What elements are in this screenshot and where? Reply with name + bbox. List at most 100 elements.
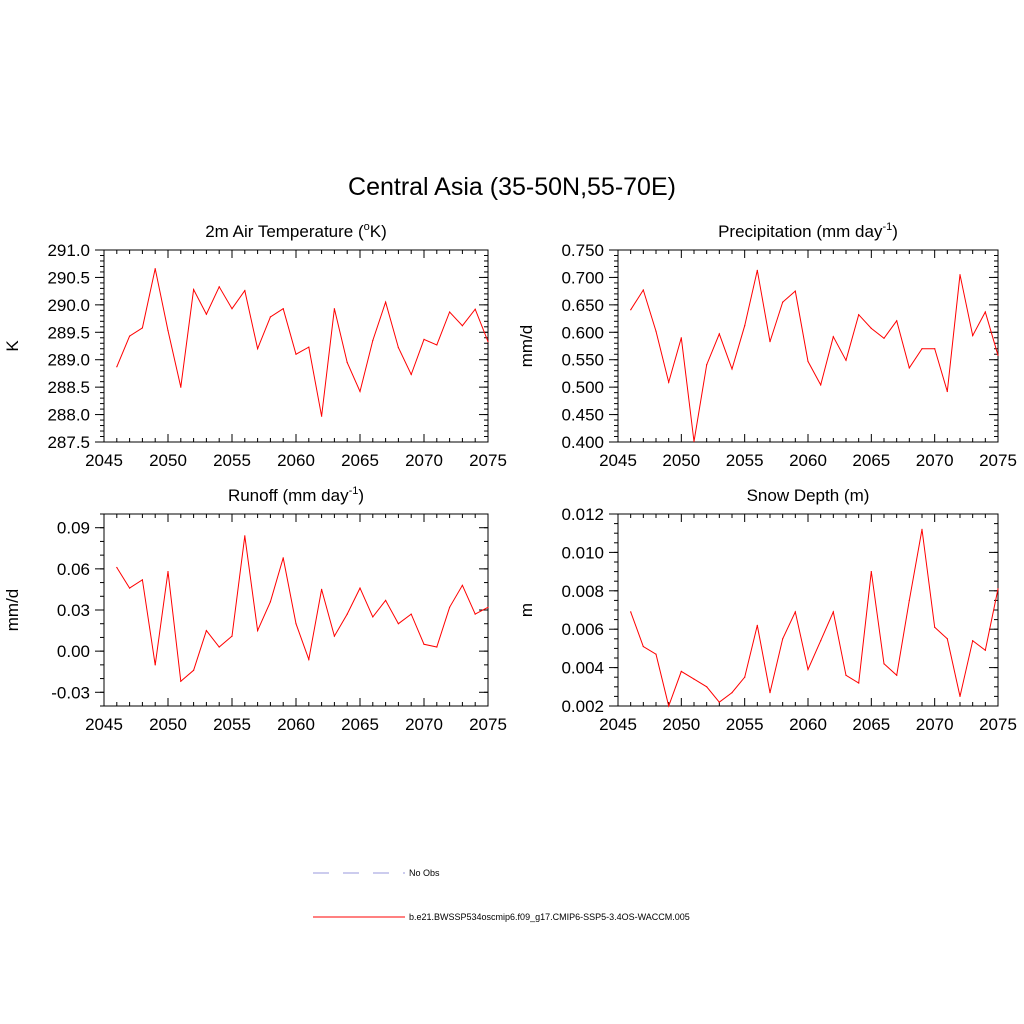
data-point xyxy=(308,346,310,348)
data-point xyxy=(116,566,118,569)
data-point xyxy=(410,613,412,615)
x-tick-label: 2045 xyxy=(85,715,123,734)
data-point xyxy=(934,348,936,350)
x-tick-label: 2070 xyxy=(405,715,443,734)
data-point xyxy=(718,333,720,335)
data-point xyxy=(794,611,796,613)
data-point xyxy=(205,313,207,315)
panel-title-text: Precipitation (mm day xyxy=(718,222,883,241)
data-point xyxy=(129,587,131,589)
data-point xyxy=(321,415,323,417)
data-point xyxy=(193,669,195,671)
data-point xyxy=(959,274,961,276)
legend: No Obs b.e21.BWSSP534oscmip6.f09_g17.CMI… xyxy=(313,868,690,922)
data-point xyxy=(642,289,644,291)
series-line-precipitation xyxy=(630,270,999,442)
data-point xyxy=(141,327,143,329)
data-point xyxy=(630,611,632,613)
y-tick-label: 0.06 xyxy=(57,560,90,579)
y-axis-label-precipitation: mm/d xyxy=(517,325,536,368)
data-point xyxy=(642,645,644,648)
data-point xyxy=(295,623,297,625)
data-point xyxy=(845,674,847,676)
data-point xyxy=(116,366,118,368)
x-tick-label: 2075 xyxy=(979,451,1017,470)
y-axis-label-air-temperature: K xyxy=(3,340,22,352)
data-point xyxy=(668,705,670,707)
data-point xyxy=(295,353,297,355)
data-point xyxy=(436,646,438,648)
data-point xyxy=(782,638,784,640)
y-tick-label: 0.012 xyxy=(561,505,604,524)
y-tick-label: 290.0 xyxy=(47,296,90,315)
x-tick-label: 2060 xyxy=(789,451,827,470)
y-tick-label: 0.550 xyxy=(561,351,604,370)
data-point xyxy=(680,670,682,673)
data-point xyxy=(218,646,220,648)
panel-title-suffix: K) xyxy=(370,222,387,241)
data-point xyxy=(397,347,399,349)
data-point xyxy=(167,571,169,573)
data-point xyxy=(807,360,809,362)
y-tick-label: 0.400 xyxy=(561,433,604,452)
x-tick-label: 2060 xyxy=(277,451,315,470)
x-tick-label: 2065 xyxy=(341,451,379,470)
data-point xyxy=(282,557,284,559)
data-point xyxy=(782,301,784,303)
data-point xyxy=(693,440,695,443)
legend-label-no-obs: No Obs xyxy=(409,868,440,878)
data-point xyxy=(769,341,771,343)
data-point xyxy=(693,678,695,680)
data-point xyxy=(680,337,682,339)
data-point xyxy=(487,606,489,608)
data-point xyxy=(630,309,632,311)
data-point xyxy=(282,308,284,310)
y-tick-label: 0.006 xyxy=(561,620,604,639)
data-point xyxy=(794,290,796,292)
data-point xyxy=(870,327,872,329)
data-point xyxy=(820,640,822,642)
data-point xyxy=(269,601,271,603)
data-point xyxy=(257,630,259,632)
data-point xyxy=(154,268,156,270)
x-tick-label: 2050 xyxy=(149,715,187,734)
data-point xyxy=(487,341,489,343)
data-point xyxy=(397,623,399,625)
data-point xyxy=(984,311,986,313)
y-tick-label: -0.03 xyxy=(51,683,90,702)
x-tick-label: 2050 xyxy=(662,451,700,470)
data-point xyxy=(744,325,746,327)
data-point xyxy=(372,616,374,618)
data-point xyxy=(756,269,758,271)
data-point xyxy=(372,339,374,342)
data-point xyxy=(984,649,986,651)
y-tick-label: 0.450 xyxy=(561,406,604,425)
data-point xyxy=(269,316,271,318)
panel-title-air-temperature: 2m Air Temperature (oK) xyxy=(205,221,387,241)
y-tick-label: 0.004 xyxy=(561,659,604,678)
data-point xyxy=(141,579,143,581)
data-point xyxy=(244,290,246,292)
series-line-air-temperature xyxy=(116,268,489,417)
x-tick-label: 2055 xyxy=(726,715,764,734)
x-tick-label: 2075 xyxy=(469,451,507,470)
data-point xyxy=(832,611,834,613)
y-tick-label: 0.500 xyxy=(561,378,604,397)
series-line-runoff xyxy=(116,535,489,683)
data-point xyxy=(921,348,923,350)
data-point xyxy=(346,613,348,615)
data-point xyxy=(180,680,182,682)
x-tick-label: 2065 xyxy=(341,715,379,734)
panel-snow-depth: Snow Depth (m) m 2045 2050 2055 2060 2065 2070 2… xyxy=(517,486,1017,734)
x-tick-label: 2055 xyxy=(726,451,764,470)
x-tick-label: 2045 xyxy=(85,451,123,470)
data-point xyxy=(308,658,310,661)
series-line-snow-depth xyxy=(630,529,999,708)
y-tick-label: 287.5 xyxy=(47,433,90,452)
panel-title-suffix: ) xyxy=(892,222,898,241)
y-tick-label: 290.5 xyxy=(47,268,90,287)
data-point xyxy=(461,584,463,586)
panel-title-superscript: -1 xyxy=(349,485,359,497)
data-point xyxy=(946,638,948,640)
